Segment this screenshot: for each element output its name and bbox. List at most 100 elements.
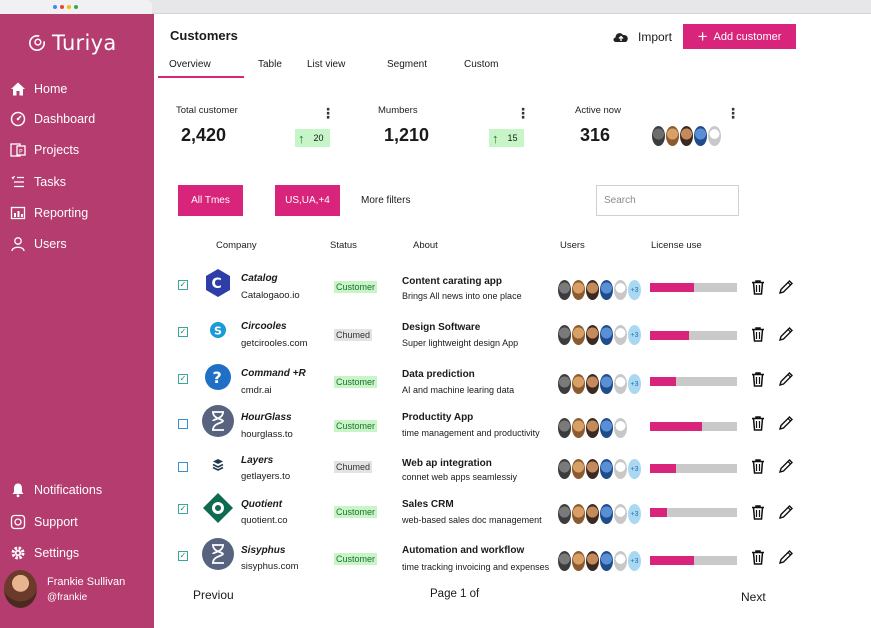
avatar — [572, 374, 585, 394]
avatar — [600, 504, 613, 524]
user-profile[interactable]: Frankie Sullivan @frankie — [4, 570, 125, 608]
dot-red — [60, 5, 64, 9]
sidebar-item-label: Users — [34, 237, 67, 251]
add-customer-button[interactable]: + Add customer — [683, 24, 796, 49]
tab-table[interactable]: Table — [258, 59, 282, 70]
sidebar-item-support[interactable]: Support — [10, 514, 78, 530]
trash-icon[interactable] — [750, 504, 766, 520]
previous-page-button[interactable]: Previou — [193, 588, 234, 602]
row-users-avatars: +3 — [558, 374, 641, 394]
sidebar-item-settings[interactable]: Settings — [10, 545, 79, 561]
more-filters-link[interactable]: More filters — [361, 195, 411, 206]
table-row[interactable]: ✓ Sisyphus sisyphus.com Customer Automat… — [170, 538, 820, 584]
avatar — [586, 504, 599, 524]
edit-pencil-icon[interactable] — [778, 326, 794, 342]
tab-custom[interactable]: Custom — [464, 59, 499, 70]
company-domain: Catalogaoo.io — [241, 290, 300, 301]
row-checkbox[interactable]: ✓ — [178, 374, 188, 384]
table-row[interactable]: ✓ Quotient quotient.co Customer Sales CR… — [170, 492, 820, 538]
edit-pencil-icon[interactable] — [778, 458, 794, 474]
license-use-bar — [650, 556, 737, 565]
window-dots — [53, 5, 78, 9]
stat-menu-kebab-icon[interactable]: ⋮ — [516, 105, 530, 121]
sidebar-item-home[interactable]: Home — [10, 81, 67, 97]
brand[interactable]: Turiya — [28, 31, 117, 55]
edit-pencil-icon[interactable] — [778, 504, 794, 520]
sidebar-item-projects[interactable]: P Projects — [10, 142, 79, 158]
reporting-icon — [10, 206, 26, 220]
avatar — [586, 280, 599, 300]
import-button[interactable]: Import — [612, 30, 672, 44]
about-subtitle: time management and productivity — [402, 428, 540, 438]
table-row[interactable]: ✓ C Catalog Catalogaoo.io Customer Conte… — [170, 266, 820, 310]
filter-regions-button[interactable]: US,UA,+4 — [275, 185, 340, 216]
stat-menu-kebab-icon[interactable]: ⋮ — [726, 105, 740, 121]
sidebar-item-dashboard[interactable]: Dashboard — [10, 111, 95, 127]
tab-segment[interactable]: Segment — [387, 59, 428, 70]
trash-icon[interactable] — [750, 458, 766, 474]
about-title: Data prediction — [402, 369, 475, 380]
avatar — [572, 418, 585, 438]
stat-value: 2,420 — [181, 125, 227, 145]
filter-all-times-button[interactable]: All Tmes — [178, 185, 243, 216]
sidebar-item-notifications[interactable]: Notifications — [10, 482, 102, 498]
row-checkbox[interactable]: ✓ — [178, 280, 188, 290]
table-row[interactable]: ✓ S Circooles getcirooles.com Chumed Des… — [170, 313, 820, 357]
row-checkbox[interactable]: ✓ — [178, 504, 188, 514]
search-input[interactable] — [596, 185, 739, 216]
stat-label: Total customer — [176, 105, 238, 116]
row-users-avatars: +3 — [558, 504, 641, 524]
gear-icon — [11, 546, 25, 560]
row-checkbox[interactable] — [178, 419, 188, 429]
edit-pencil-icon[interactable] — [778, 371, 794, 387]
row-checkbox[interactable] — [178, 462, 188, 472]
sidebar-item-reporting[interactable]: Reporting — [10, 205, 88, 221]
avatar — [652, 126, 665, 146]
trash-icon[interactable] — [750, 415, 766, 431]
next-page-button[interactable]: Next — [741, 590, 766, 604]
about-subtitle: Super lightweight design App — [402, 338, 519, 348]
dot-green — [74, 5, 78, 9]
avatar — [600, 551, 613, 571]
company-name: Sisyphus — [241, 545, 286, 556]
layers-logo-icon — [202, 449, 234, 481]
status-badge: Customer — [334, 281, 378, 293]
table-row[interactable]: HourGlass hourglass.to Customer Producti… — [170, 405, 820, 449]
trash-icon[interactable] — [750, 371, 766, 387]
license-use-fill — [650, 464, 677, 473]
status-badge: Customer — [334, 376, 378, 388]
tab-overview[interactable]: Overview — [158, 59, 244, 78]
status-badge: Chumed — [334, 461, 373, 473]
trash-icon[interactable] — [750, 549, 766, 565]
license-use-fill — [650, 508, 668, 517]
avatar — [558, 504, 571, 524]
avatar — [614, 551, 627, 571]
column-header-about: About — [413, 240, 438, 251]
table-row[interactable]: Layers getlayers.to Chumed Web ap integr… — [170, 449, 820, 494]
table-row[interactable]: ✓ ? Command +R cmdr.ai Customer Data pre… — [170, 361, 820, 405]
company-domain: quotient.co — [241, 515, 288, 526]
sidebar-item-users[interactable]: Users — [10, 236, 67, 252]
about-title: Productity App — [402, 412, 474, 423]
catalog-logo-icon: C — [202, 267, 234, 299]
license-use-fill — [650, 331, 690, 340]
tab-list-view[interactable]: List view — [307, 59, 346, 70]
avatar — [614, 459, 627, 479]
avatar — [586, 551, 599, 571]
row-checkbox[interactable]: ✓ — [178, 551, 188, 561]
status-badge: Customer — [334, 420, 378, 432]
trash-icon[interactable] — [750, 279, 766, 295]
sidebar-item-label: Settings — [34, 546, 80, 560]
hourglass-logo-icon — [202, 405, 234, 437]
edit-pencil-icon[interactable] — [778, 415, 794, 431]
stat-menu-kebab-icon[interactable]: ⋮ — [321, 105, 335, 121]
license-use-fill — [650, 377, 677, 386]
row-checkbox[interactable]: ✓ — [178, 327, 188, 337]
edit-pencil-icon[interactable] — [778, 549, 794, 565]
browser-top-strip — [0, 0, 871, 14]
trash-icon[interactable] — [750, 326, 766, 342]
avatar — [558, 325, 571, 345]
avatar — [600, 418, 613, 438]
sidebar-item-tasks[interactable]: Tasks — [10, 174, 66, 190]
edit-pencil-icon[interactable] — [778, 279, 794, 295]
